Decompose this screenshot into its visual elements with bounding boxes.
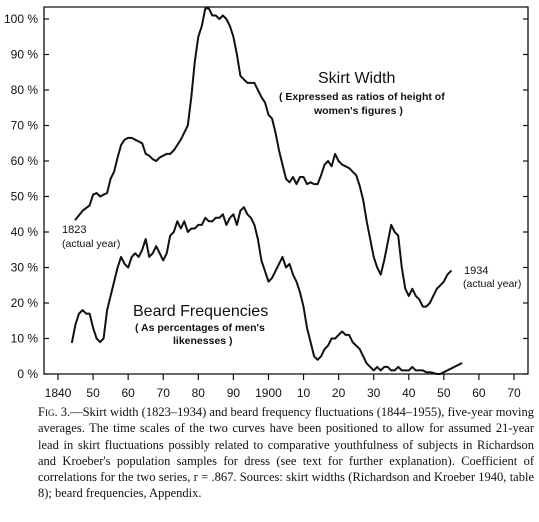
line-chart: 0 % 10 % 20 % 30 % 40 % 50 % 60 % 70 % 80 % 90 % 1… bbox=[4, 6, 529, 400]
y-tick-label: 100 % bbox=[4, 12, 38, 26]
chart-series bbox=[71, 7, 463, 375]
x-tick-label: 90 bbox=[227, 386, 241, 400]
y-tick-label: 70 % bbox=[11, 119, 39, 133]
beard-frequencies-subtitle-line2: likenesses ) bbox=[173, 335, 233, 347]
x-tick-label: 50 bbox=[86, 386, 100, 400]
figure-caption-text: —Skirt width (1823–1934) and beard frequ… bbox=[38, 405, 534, 501]
beard-frequencies-title: Beard Frequencies bbox=[133, 303, 268, 320]
chart-axes: 0 % 10 % 20 % 30 % 40 % 50 % 60 % 70 % 80 % 90 % 1… bbox=[4, 6, 529, 400]
beard-frequencies-subtitle-line1: ( As percentages of men's bbox=[135, 322, 265, 334]
y-tick-label: 40 % bbox=[11, 225, 39, 239]
skirt-width-subtitle-line2: women's figures ) bbox=[313, 105, 403, 117]
beard-frequencies-line bbox=[71, 206, 463, 375]
x-tick-label: 30 bbox=[367, 386, 381, 400]
y-tick-label: 50 % bbox=[11, 190, 39, 204]
y-tick-label: 30 % bbox=[11, 261, 39, 275]
x-tick-label: 1840 bbox=[45, 386, 72, 400]
y-tick-label: 60 % bbox=[11, 154, 39, 168]
x-tick-label: 60 bbox=[121, 386, 135, 400]
y-tick-label: 0 % bbox=[17, 367, 38, 381]
x-tick-label: 40 bbox=[402, 386, 416, 400]
start-year-label: 1823 bbox=[62, 224, 86, 236]
start-year-note: (actual year) bbox=[62, 238, 120, 250]
x-tick-label: 10 bbox=[297, 386, 311, 400]
figure-label: Fig. 3. bbox=[38, 405, 71, 419]
x-tick-label: 60 bbox=[472, 386, 486, 400]
skirt-width-subtitle-line1: ( Expressed as ratios of height of bbox=[279, 91, 445, 103]
x-tick-label: 80 bbox=[192, 386, 206, 400]
y-tick-label: 10 % bbox=[11, 332, 39, 346]
x-tick-label: 1900 bbox=[255, 386, 282, 400]
x-tick-label: 70 bbox=[157, 386, 171, 400]
chart-annotations: Skirt Width ( Expressed as ratios of hei… bbox=[62, 70, 521, 347]
y-tick-label: 80 % bbox=[11, 83, 39, 97]
x-tick-label: 20 bbox=[332, 386, 346, 400]
y-tick-label: 90 % bbox=[11, 48, 39, 62]
end-year-label: 1934 bbox=[464, 265, 488, 277]
x-tick-label: 70 bbox=[507, 386, 521, 400]
plot-frame bbox=[43, 6, 529, 375]
figure-caption: Fig. 3.—Skirt width (1823–1934) and bear… bbox=[38, 404, 534, 502]
skirt-width-title: Skirt Width bbox=[318, 70, 395, 87]
end-year-note: (actual year) bbox=[463, 278, 521, 290]
y-tick-label: 20 % bbox=[11, 296, 39, 310]
skirt-width-line bbox=[74, 7, 452, 308]
x-tick-label: 50 bbox=[437, 386, 451, 400]
